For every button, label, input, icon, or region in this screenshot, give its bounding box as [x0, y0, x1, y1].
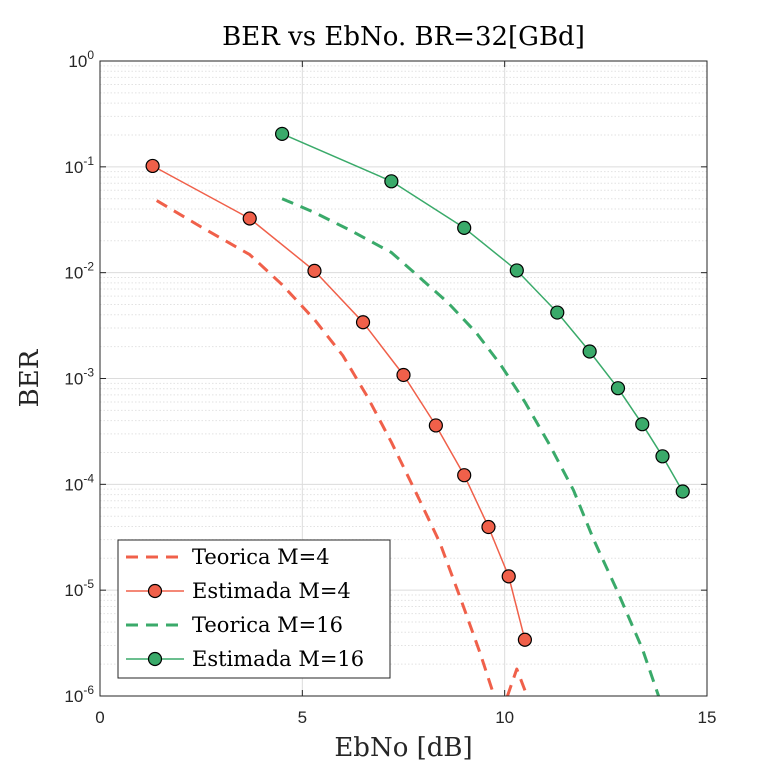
- x-tick-label: 5: [298, 708, 307, 727]
- data-point: [517, 632, 533, 647]
- data-point: [145, 158, 160, 174]
- x-tick-label: 0: [95, 708, 104, 727]
- y-tick-exponent: -5: [83, 577, 94, 591]
- chart-title: BER vs EbNo. BR=32[GBd]: [222, 22, 585, 52]
- series-line: [281, 197, 661, 696]
- data-point: [610, 381, 626, 396]
- legend-label: Estimada M=4: [192, 579, 351, 603]
- series-line: [281, 133, 684, 492]
- y-tick-exponent: -2: [83, 260, 94, 274]
- x-axis-label: EbNo [dB]: [334, 733, 472, 763]
- series-line: [152, 165, 526, 640]
- y-tick-label: 10-2: [64, 260, 94, 283]
- y-tick-label: 10-6: [64, 683, 94, 706]
- y-tick-exponent: -3: [83, 366, 94, 380]
- y-tick-label: 10-4: [64, 471, 94, 494]
- y-tick-base: 10: [64, 475, 83, 494]
- y-tick-exponent: 0: [87, 48, 94, 62]
- legend-label: Teorica M=16: [192, 613, 343, 637]
- data-point: [635, 417, 650, 432]
- legend-box: [117, 539, 391, 679]
- data-point: [384, 174, 399, 189]
- data-point: [396, 367, 411, 383]
- data-point: [655, 449, 670, 464]
- data-point: [428, 418, 443, 433]
- data-point: [355, 315, 371, 330]
- series-teorica-m-16: [281, 197, 661, 696]
- legend-label: Estimada M=16: [192, 647, 364, 671]
- data-point: [501, 569, 516, 584]
- series-line: [155, 199, 529, 696]
- legend-swatch-marker: [147, 583, 163, 599]
- series-estimada-m-16: [275, 126, 690, 499]
- data-point: [457, 468, 472, 483]
- y-tick-base: 10: [68, 52, 87, 71]
- data-point: [275, 126, 290, 141]
- y-tick-exponent: -4: [83, 471, 94, 485]
- legend-swatch-marker: [147, 651, 163, 667]
- y-tick-base: 10: [64, 687, 83, 706]
- data-point: [307, 263, 322, 278]
- legend: Teorica M=4 Estimada M=4 Teorica M=16 Estim…: [117, 539, 391, 679]
- y-tick-label: 10-1: [64, 154, 94, 177]
- data-point: [509, 263, 524, 278]
- series-teorica-m-4: [155, 199, 529, 696]
- y-tick-exponent: -6: [83, 683, 94, 697]
- data-point: [242, 211, 257, 226]
- series-estimada-m-4: [145, 158, 533, 647]
- data-point: [481, 519, 496, 535]
- y-tick-base: 10: [64, 264, 83, 283]
- y-axis-label: BER: [15, 348, 45, 407]
- series-layer: [145, 126, 690, 696]
- data-point: [675, 484, 690, 499]
- x-tick-label: 10: [495, 708, 514, 727]
- y-tick-base: 10: [64, 370, 83, 389]
- data-point: [550, 305, 565, 320]
- data-point: [457, 220, 472, 235]
- x-tick-label: 15: [698, 708, 717, 727]
- data-point: [582, 344, 597, 359]
- y-tick-label: 100: [68, 48, 94, 71]
- y-tick-base: 10: [64, 581, 83, 600]
- y-tick-label: 10-5: [64, 577, 94, 600]
- y-tick-base: 10: [64, 158, 83, 177]
- y-tick-exponent: -1: [83, 154, 94, 168]
- y-tick-label: 10-3: [64, 366, 94, 389]
- legend-label: Teorica M=4: [192, 545, 330, 569]
